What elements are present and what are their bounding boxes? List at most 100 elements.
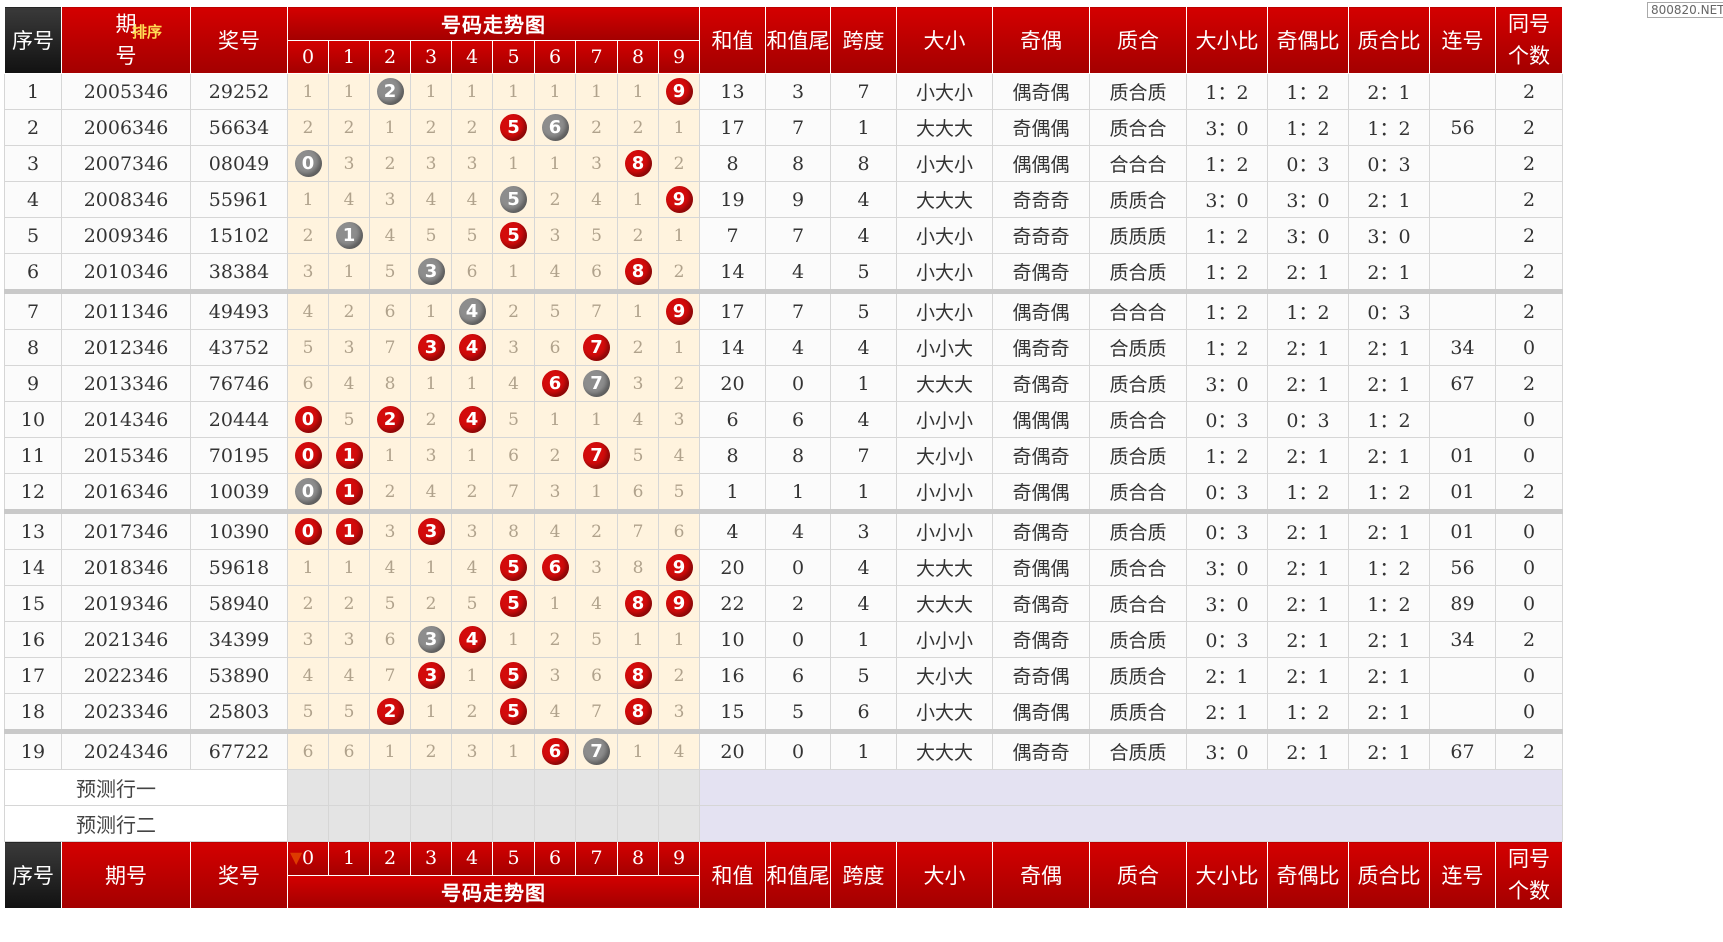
trend-cell-8: 8 xyxy=(617,657,659,694)
prediction-digit-cell[interactable] xyxy=(492,805,535,842)
row-period: 2009346 xyxy=(61,217,191,254)
trend-cell-3: 3 xyxy=(410,657,452,694)
row-sum-tail: 0 xyxy=(765,729,831,770)
trend-cell-8: 8 xyxy=(617,549,659,586)
row-consecutive: 01 xyxy=(1429,437,1496,474)
row-prize: 59618 xyxy=(190,549,288,586)
header-digit-9: 9 xyxy=(658,39,700,74)
trend-cell-9: 4 xyxy=(658,729,700,770)
row-seq: 4 xyxy=(4,181,62,218)
trend-cell-3: 1 xyxy=(410,365,452,402)
row-prime: 合合合 xyxy=(1089,145,1187,182)
row-size-ratio: 3：0 xyxy=(1186,585,1268,622)
row-same-count: 0 xyxy=(1495,329,1563,366)
row-same-count: 0 xyxy=(1495,437,1563,474)
prediction-row: 预测行二 xyxy=(4,805,1563,842)
header-digit-3: 3 xyxy=(410,39,452,74)
prediction-digit-cell[interactable] xyxy=(369,805,411,842)
row-sum-tail: 4 xyxy=(765,509,831,550)
prediction-digit-cell[interactable] xyxy=(492,769,535,806)
row-prize: 53890 xyxy=(190,657,288,694)
prediction-digit-cell[interactable] xyxy=(658,769,700,806)
sort-button[interactable]: 排序 xyxy=(132,23,163,41)
trend-cell-3: 2 xyxy=(410,401,452,438)
row-parity-ratio: 2：1 xyxy=(1267,437,1349,474)
trend-cell-2: 6 xyxy=(369,289,411,330)
row-parity: 偶奇奇 xyxy=(992,329,1090,366)
prediction-digit-cell[interactable] xyxy=(410,769,452,806)
prediction-digit-cell[interactable] xyxy=(328,805,370,842)
trend-cell-0: 3 xyxy=(287,253,329,292)
row-size: 大小大 xyxy=(896,657,993,694)
row-sum-tail: 7 xyxy=(765,289,831,330)
trend-cell-1: 1 xyxy=(328,73,370,110)
row-same-count: 0 xyxy=(1495,657,1563,694)
trend-cell-1: 1 xyxy=(328,509,370,550)
row-same-count: 2 xyxy=(1495,181,1563,218)
row-consecutive: 01 xyxy=(1429,473,1496,512)
drawn-number-ball: 9 xyxy=(665,186,693,213)
prediction-digit-cell[interactable] xyxy=(369,769,411,806)
table-row: 12 2016346 10039 0 1 2 4 2 7 3 1 6 5 1 1 1 小小小 奇偶偶 质合合 0：3 1… xyxy=(4,473,1563,512)
row-parity: 奇偶奇 xyxy=(992,253,1090,292)
row-sum: 20 xyxy=(699,729,766,770)
trend-cell-3: 3 xyxy=(410,621,452,658)
row-consecutive: 34 xyxy=(1429,329,1496,366)
prediction-digit-cell[interactable] xyxy=(451,769,493,806)
row-same-count: 2 xyxy=(1495,145,1563,182)
drawn-number-ball: 2 xyxy=(376,406,404,433)
footer-prime-ratio: 质合比 xyxy=(1348,841,1430,909)
prediction-digit-cell[interactable] xyxy=(287,805,329,842)
row-span: 5 xyxy=(830,657,897,694)
row-parity-ratio: 1：2 xyxy=(1267,289,1349,330)
row-sum-tail: 6 xyxy=(765,401,831,438)
prediction-digit-cell[interactable] xyxy=(575,805,618,842)
prediction-digit-cell[interactable] xyxy=(451,805,493,842)
prediction-digit-cell[interactable] xyxy=(617,769,659,806)
row-sum: 1 xyxy=(699,473,766,512)
drawn-number-ball: 1 xyxy=(335,442,363,469)
trend-cell-4: 1 xyxy=(451,437,493,474)
row-period: 2015346 xyxy=(61,437,191,474)
row-consecutive: 89 xyxy=(1429,585,1496,622)
row-seq: 3 xyxy=(4,145,62,182)
trend-cell-6: 6 xyxy=(534,109,576,146)
row-consecutive xyxy=(1429,253,1496,292)
scroll-down-arrow-icon[interactable]: ▼ xyxy=(290,848,303,867)
trend-cell-8: 1 xyxy=(617,73,659,110)
row-size: 大小小 xyxy=(896,437,993,474)
trend-cell-4: 4 xyxy=(451,289,493,330)
prediction-digit-cell[interactable] xyxy=(410,805,452,842)
drawn-number-ball: 4 xyxy=(458,334,486,361)
row-same-count: 0 xyxy=(1495,585,1563,622)
prediction-digit-cell[interactable] xyxy=(328,769,370,806)
trend-cell-4: 4 xyxy=(451,329,493,366)
prediction-digit-cell[interactable] xyxy=(287,769,329,806)
prediction-digit-cell[interactable] xyxy=(534,805,576,842)
row-span: 4 xyxy=(830,585,897,622)
prediction-digit-cell[interactable] xyxy=(575,769,618,806)
footer-parity-ratio: 奇偶比 xyxy=(1267,841,1349,909)
trend-cell-0: 2 xyxy=(287,217,329,254)
trend-cell-6: 6 xyxy=(534,329,576,366)
row-parity: 奇偶偶 xyxy=(992,549,1090,586)
trend-cell-9: 2 xyxy=(658,253,700,292)
row-prime: 质质合 xyxy=(1089,693,1187,732)
prediction-digit-cell[interactable] xyxy=(617,805,659,842)
header-digit-7: 7 xyxy=(575,39,618,74)
trend-cell-4: 2 xyxy=(451,693,493,732)
trend-cell-0: 0 xyxy=(287,401,329,438)
row-parity: 偶偶偶 xyxy=(992,401,1090,438)
trend-cell-1: 3 xyxy=(328,621,370,658)
prediction-digit-cell[interactable] xyxy=(534,769,576,806)
prediction-digit-cell[interactable] xyxy=(658,805,700,842)
row-sum: 20 xyxy=(699,365,766,402)
drawn-number-ball: 7 xyxy=(583,334,610,361)
trend-cell-1: 2 xyxy=(328,585,370,622)
repeat-number-ball: 0 xyxy=(294,478,322,505)
row-sum-tail: 4 xyxy=(765,329,831,366)
row-size: 小小小 xyxy=(896,621,993,658)
trend-cell-7: 6 xyxy=(575,657,618,694)
trend-cell-7: 7 xyxy=(575,289,618,330)
trend-cell-7: 7 xyxy=(575,693,618,732)
